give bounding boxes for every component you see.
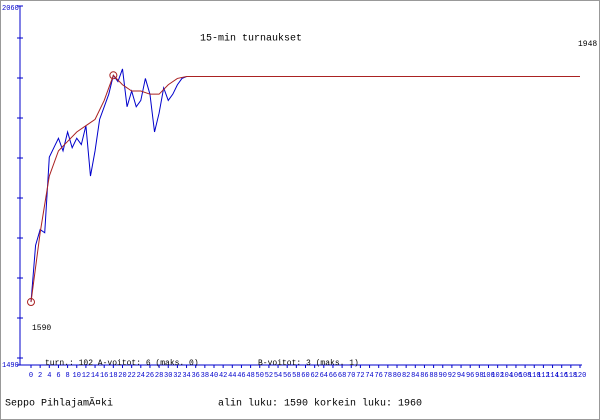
extreme-marker bbox=[27, 298, 35, 307]
x-tick-label: 96 bbox=[466, 372, 474, 380]
x-tick-label: 112 bbox=[537, 372, 550, 380]
x-tick-label: 90 bbox=[439, 372, 447, 380]
x-tick-label: 70 bbox=[347, 372, 355, 380]
x-tick-label: 106 bbox=[510, 372, 523, 380]
y-tick-label: 1490 bbox=[2, 362, 19, 370]
x-tick-label: 98 bbox=[475, 372, 483, 380]
x-tick-label: 114 bbox=[546, 372, 559, 380]
x-tick-label: 92 bbox=[448, 372, 456, 380]
x-tick-label: 38 bbox=[201, 372, 209, 380]
x-tick-label: 0 bbox=[29, 372, 33, 380]
x-tick-label: 100 bbox=[482, 372, 495, 380]
x-tick-label: 12 bbox=[82, 372, 90, 380]
x-tick-label: 24 bbox=[137, 372, 145, 380]
x-tick-label: 34 bbox=[182, 372, 190, 380]
x-tick-label: 50 bbox=[256, 372, 264, 380]
x-tick-label: 4 bbox=[47, 372, 51, 380]
x-tick-label: 16 bbox=[100, 372, 108, 380]
x-tick-label: 32 bbox=[173, 372, 181, 380]
x-tick-label: 94 bbox=[457, 372, 465, 380]
x-tick-label: 8 bbox=[65, 372, 69, 380]
x-tick-label: 62 bbox=[310, 372, 318, 380]
extreme-marker bbox=[109, 71, 118, 80]
x-tick-label: 22 bbox=[127, 372, 135, 380]
x-tick-label: 118 bbox=[565, 372, 578, 380]
x-tick-label: 84 bbox=[411, 372, 419, 380]
x-tick-label: 116 bbox=[555, 372, 568, 380]
x-tick-label: 76 bbox=[374, 372, 382, 380]
x-tick-label: 66 bbox=[329, 372, 337, 380]
x-tick-label: 42 bbox=[219, 372, 227, 380]
x-tick-label: 40 bbox=[210, 372, 218, 380]
y-tick-label: 2060 bbox=[2, 5, 19, 13]
x-tick-label: 14 bbox=[91, 372, 99, 380]
x-tick-label: 68 bbox=[338, 372, 346, 380]
x-tick-label: 36 bbox=[191, 372, 199, 380]
x-tick-label: 64 bbox=[320, 372, 328, 380]
x-tick-label: 78 bbox=[384, 372, 392, 380]
x-tick-label: 28 bbox=[155, 372, 163, 380]
x-tick-label: 104 bbox=[500, 372, 513, 380]
x-tick-label: 46 bbox=[237, 372, 245, 380]
x-tick-label: 20 bbox=[118, 372, 126, 380]
stats-a: turn.: 102 A-voitot: 6 (maks. 0) bbox=[45, 359, 199, 368]
x-tick-label: 72 bbox=[356, 372, 364, 380]
x-tick-label: 52 bbox=[265, 372, 273, 380]
x-tick-label: 56 bbox=[283, 372, 291, 380]
x-tick-label: 86 bbox=[420, 372, 428, 380]
author: Seppo PihlajamÃ¤ki bbox=[5, 397, 113, 410]
x-tick-label: 48 bbox=[246, 372, 254, 380]
x-tick-label: 58 bbox=[292, 372, 300, 380]
x-tick-label: 108 bbox=[519, 372, 532, 380]
x-tick-label: 88 bbox=[429, 372, 437, 380]
x-tick-label: 10 bbox=[73, 372, 81, 380]
x-tick-label: 26 bbox=[146, 372, 154, 380]
x-tick-label: 120 bbox=[574, 372, 587, 380]
last-label: 1948 bbox=[578, 40, 597, 49]
x-tick-label: 102 bbox=[491, 372, 504, 380]
x-tick-label: 44 bbox=[228, 372, 236, 380]
range-text: alin luku: 1590 korkein luku: 1960 bbox=[218, 398, 422, 410]
x-tick-label: 6 bbox=[56, 372, 60, 380]
series-line bbox=[30, 68, 187, 303]
x-tick-label: 54 bbox=[274, 372, 282, 380]
x-tick-label: 30 bbox=[164, 372, 172, 380]
x-tick-label: 74 bbox=[365, 372, 373, 380]
x-tick-label: 18 bbox=[109, 372, 117, 380]
x-tick-label: 110 bbox=[528, 372, 541, 380]
x-tick-label: 80 bbox=[393, 372, 401, 380]
stats-b: B-voitot: 3 (maks. 1) bbox=[258, 359, 359, 368]
x-tick-label: 60 bbox=[301, 372, 309, 380]
x-tick-label: 2 bbox=[38, 372, 42, 380]
min-label: 1590 bbox=[32, 324, 51, 333]
series-line bbox=[30, 74, 580, 303]
x-tick-label: 82 bbox=[402, 372, 410, 380]
chart-title: 15-min turnaukset bbox=[200, 33, 302, 45]
